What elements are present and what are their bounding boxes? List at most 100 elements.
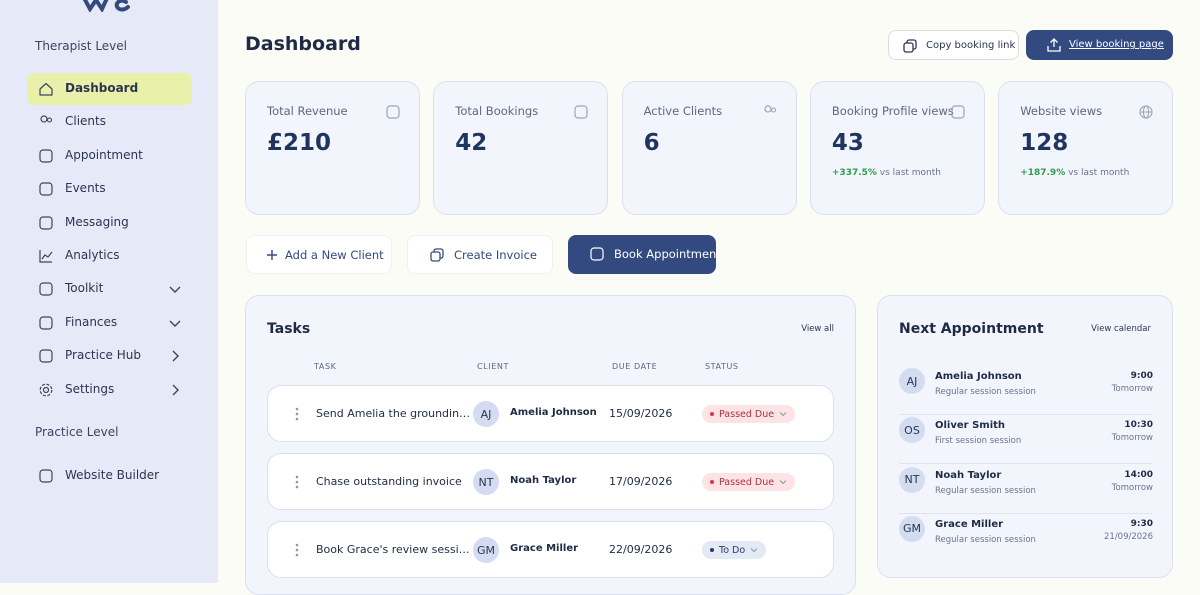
task-name: Book Grace's review sessi… xyxy=(316,543,470,556)
panel-title: Next Appointment xyxy=(899,321,1044,337)
appointment-item[interactable]: AJ Amelia Johnson Regular session session 9… xyxy=(899,366,1153,415)
status-label: To Do xyxy=(719,544,746,556)
column-header: CLIENT xyxy=(477,362,509,371)
nav-label: Practice Hub xyxy=(65,348,141,363)
stat-change: +337.5% vs last month xyxy=(832,168,941,178)
icon xyxy=(40,115,53,123)
task-row: Book Grace's review sessi… GM Grace Miller… xyxy=(267,521,834,578)
action-button[interactable]: Create Invoice xyxy=(407,235,553,274)
icon xyxy=(295,407,299,421)
nav-item[interactable]: Settings xyxy=(27,374,192,406)
client-name: Grace Miller xyxy=(935,518,1004,530)
chevron xyxy=(779,412,787,417)
session-type: Regular session session xyxy=(935,387,1036,397)
appointment-item[interactable]: GM Grace Miller Regular session session 9:3… xyxy=(899,514,1153,563)
nav-item[interactable]: Website Builder xyxy=(27,460,192,492)
icon xyxy=(39,383,53,396)
column-header: TASK xyxy=(314,362,337,371)
icon xyxy=(169,320,181,327)
nav-label: Dashboard xyxy=(65,81,139,95)
main: Dashboard Copy booking link View booking p… xyxy=(245,30,1174,595)
nav-item[interactable]: Dashboard xyxy=(27,73,192,105)
time: 9:00 xyxy=(1130,371,1153,381)
nav-label: Finances xyxy=(65,314,118,329)
nav-item[interactable]: Practice Hub xyxy=(27,340,192,372)
icon xyxy=(1139,105,1153,119)
icon xyxy=(574,105,588,119)
nav-label: Analytics xyxy=(65,248,120,262)
nav-item[interactable]: Clients xyxy=(27,106,192,138)
stat-label: Active Clients xyxy=(643,104,723,118)
nav-item[interactable]: Toolkit xyxy=(27,273,192,305)
nav-item[interactable]: Messaging xyxy=(27,207,192,239)
panel-title: Tasks xyxy=(267,321,311,337)
appointments-panel: Next Appointment View calendar AJ Amelia Jo… xyxy=(877,295,1173,578)
nav-item[interactable]: Events xyxy=(27,173,192,205)
action-label: Add a New Client xyxy=(285,248,384,262)
nav-item[interactable]: Appointment xyxy=(27,140,192,172)
session-type: Regular session session xyxy=(935,485,1036,496)
icon xyxy=(172,350,179,362)
column-header: DUE DATE xyxy=(612,362,658,371)
icon xyxy=(951,105,965,119)
nav-label: Website Builder xyxy=(65,468,160,482)
icon xyxy=(295,475,299,489)
icon xyxy=(590,247,604,261)
view-calendar-link[interactable]: View calendar xyxy=(1091,324,1151,334)
stat-value: £210 xyxy=(267,130,332,156)
stat-card: Total Bookings 42 xyxy=(433,81,609,215)
nav-item[interactable]: Analytics xyxy=(27,240,192,272)
status-pill[interactable]: To Do xyxy=(702,541,767,559)
avatar: AJ xyxy=(899,368,925,394)
stat-value: 43 xyxy=(831,130,864,156)
client-name: Oliver Smith xyxy=(935,420,1006,432)
view-page-button[interactable]: View booking page xyxy=(1026,30,1173,60)
client-name: Noah Taylor xyxy=(510,475,577,486)
icon xyxy=(39,349,53,363)
button-label: View booking page xyxy=(1069,39,1164,50)
status-label: Passed Due xyxy=(719,476,775,488)
action-button[interactable]: Book Appointment xyxy=(568,235,721,274)
client-name: Noah Taylor xyxy=(935,469,1002,481)
avatar: AJ xyxy=(473,401,499,427)
session-type: First session session xyxy=(935,436,1022,447)
nav-item[interactable]: Finances xyxy=(27,307,192,339)
icon xyxy=(172,384,179,396)
icon xyxy=(903,39,917,53)
icon xyxy=(39,182,53,196)
nav-label: Toolkit xyxy=(65,281,104,296)
appointment-item[interactable]: OS Oliver Smith First session session 10:30… xyxy=(899,415,1153,465)
stat-card: Website views 128 +187.9% vs last month xyxy=(998,81,1174,215)
change-suffix: vs last month xyxy=(879,168,941,178)
copy-link-button[interactable]: Copy booking link xyxy=(888,30,1019,60)
due-date: 15/09/2026 xyxy=(609,407,673,420)
icon xyxy=(39,149,53,163)
session-type: Regular session session xyxy=(935,534,1036,545)
avatar: OS xyxy=(899,417,925,444)
action-button[interactable]: Add a New Client xyxy=(246,235,392,274)
page-title: Dashboard xyxy=(245,33,361,55)
status-pill[interactable]: Passed Due xyxy=(702,473,796,491)
task-name: Send Amelia the groundin… xyxy=(316,407,471,420)
icon xyxy=(39,250,53,263)
day: 21/09/2026 xyxy=(1104,531,1153,542)
icon xyxy=(267,250,277,260)
page: Therapist Level Dashboard Clients Appointme… xyxy=(0,0,1174,595)
button-label: Copy booking link xyxy=(926,40,1016,51)
day: Tomorrow xyxy=(1111,433,1153,444)
view-all-link[interactable]: View all xyxy=(801,324,834,334)
status-pill[interactable]: Passed Due xyxy=(702,405,796,423)
stat-card: Total Revenue £210 xyxy=(245,81,420,215)
nav-label: Clients xyxy=(65,114,106,129)
due-date: 22/09/2026 xyxy=(609,543,673,556)
time: 10:30 xyxy=(1124,420,1153,431)
sidebar: Therapist Level Dashboard Clients Appointme… xyxy=(0,0,218,583)
due-date: 17/09/2026 xyxy=(609,475,673,488)
avatar: NT xyxy=(473,469,499,495)
task-name: Chase outstanding invoice xyxy=(316,475,462,488)
status-label: Passed Due xyxy=(719,408,775,420)
icon xyxy=(763,105,776,113)
appointment-item[interactable]: NT Noah Taylor Regular session session 14:0… xyxy=(899,465,1153,514)
time: 14:00 xyxy=(1124,469,1153,480)
stat-value: 6 xyxy=(643,130,660,156)
